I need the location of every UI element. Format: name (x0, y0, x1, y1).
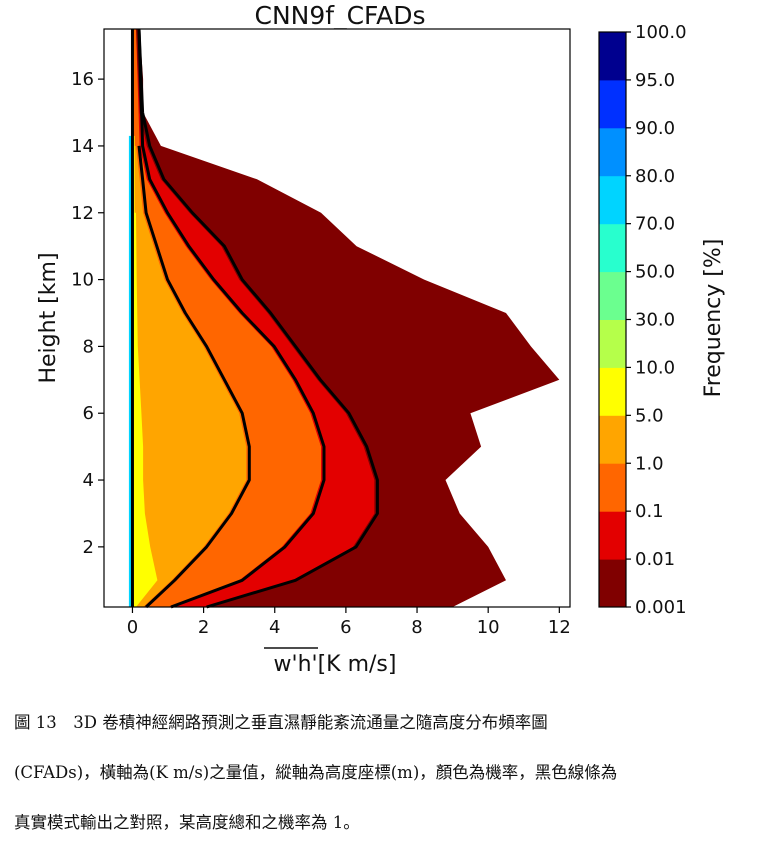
colorbar-tick-label: 80.0 (635, 166, 675, 187)
colorbar-tick-label: 50.0 (635, 262, 675, 283)
colorbar-tick-label: 90.0 (635, 118, 675, 139)
colorbar-segment (599, 367, 626, 416)
y-tick-label: 2 (83, 537, 94, 558)
x-axis-label-text: w'h'[K m/s] (274, 652, 397, 677)
figure-caption: 圖 13 3D 卷積神經網路預測之垂直濕靜能紊流通量之隨高度分布頻率圖 (CFA… (14, 713, 759, 833)
colorbar-tick-label: 0.01 (635, 549, 675, 570)
colorbar-tick-label: 95.0 (635, 70, 675, 91)
cfad-figure: CNN9f_CFADs 0 2 4 6 8 10 12 2 4 6 8 10 12 14 16 w'h'[… (36, 1, 726, 677)
x-tick-label: 10 (477, 617, 500, 638)
y-tick-label: 4 (83, 470, 94, 491)
chart-title: CNN9f_CFADs (255, 1, 426, 30)
colorbar-segment (599, 511, 626, 560)
colorbar-segment (599, 223, 626, 273)
colorbar: 0.001 0.01 0.1 1.0 5.0 10.0 30.0 50.0 70.0 80.0 90… (598, 22, 687, 618)
frequency-band-1.0 (132, 145, 247, 607)
y-tick-label: 6 (83, 403, 94, 424)
y-tick-label: 16 (71, 69, 94, 90)
y-tick-label: 8 (83, 336, 94, 357)
colorbar-segment (599, 175, 626, 225)
colorbar-tick-label: 70.0 (635, 214, 675, 235)
y-axis-label: Height [km] (36, 252, 61, 383)
plot-area (103, 28, 571, 609)
colorbar-label: Frequency [%] (701, 239, 726, 398)
colorbar-segment (599, 319, 626, 368)
colorbar-segment (599, 32, 626, 81)
x-tick-label: 12 (548, 617, 571, 638)
caption-line-1: 圖 13 3D 卷積神經網路預測之垂直濕靜能紊流通量之隨高度分布頻率圖 (14, 713, 548, 732)
colorbar-tick-label: 10.0 (635, 357, 675, 378)
colorbar-segment (599, 79, 626, 129)
contour-1.0 (137, 145, 251, 609)
model-contours (130, 28, 379, 609)
y-tick-label: 10 (71, 270, 94, 291)
colorbar-tick-label: 100.0 (635, 22, 687, 43)
frequency-band-5.0 (132, 212, 158, 608)
colorbar-tick-label: 0.1 (635, 501, 664, 522)
contour-0.1 (137, 28, 326, 609)
contour-0.01 (137, 28, 379, 609)
y-tick-label: 12 (71, 203, 94, 224)
y-axis-ticks: 2 4 6 8 10 12 14 16 (71, 69, 104, 558)
colorbar-segment (599, 271, 626, 320)
x-axis-ticks: 0 2 4 6 8 10 12 (127, 607, 571, 638)
colorbar-tick-label: 30.0 (635, 310, 675, 331)
caption-line-3: 真實模式輸出之對照，某高度總和之機率為 1。 (14, 813, 360, 832)
x-tick-label: 0 (127, 617, 138, 638)
y-tick-label: 14 (71, 136, 94, 157)
colorbar-segment (599, 127, 626, 177)
colorbar-segment (599, 463, 626, 512)
colorbar-tick-label: 5.0 (635, 405, 664, 426)
x-tick-label: 4 (269, 617, 280, 638)
colorbar-segment (599, 415, 626, 464)
colorbar-tick-label: 1.0 (635, 453, 664, 474)
x-tick-label: 8 (411, 617, 422, 638)
caption-line-2: (CFADs)，橫軸為(K m/s)之量值，縱軸為高度座標(m)，顏色為機率，黑… (14, 763, 618, 782)
frequency-heatmap (128, 29, 560, 608)
x-tick-label: 6 (340, 617, 351, 638)
colorbar-tick-label: 0.001 (635, 597, 687, 618)
colorbar-segment (599, 559, 626, 608)
x-axis-label: w'h'[K m/s] (264, 647, 397, 677)
plot-frame (103, 28, 571, 608)
x-tick-label: 2 (198, 617, 209, 638)
